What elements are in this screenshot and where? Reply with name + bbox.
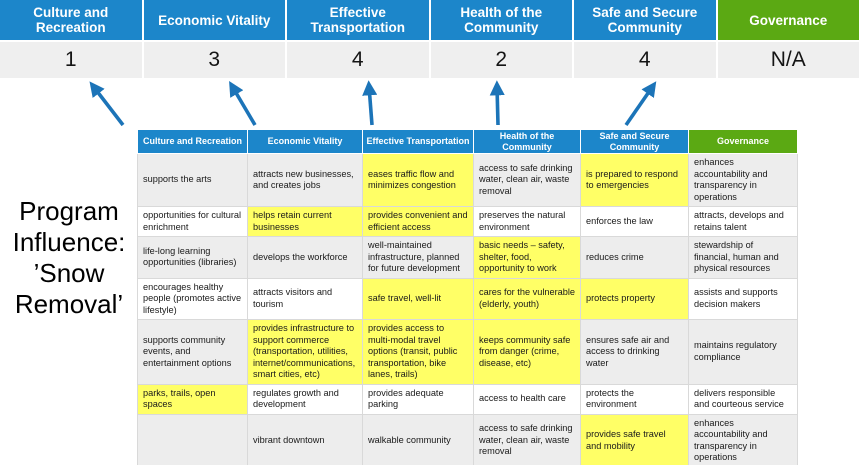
matrix-cell: supports the arts [137,153,248,207]
scorecard-score-economic-vitality: 3 [143,40,285,78]
scorecard-header-health-of-the-community: Health of the Community [430,0,572,40]
matrix-cell: access to health care [473,383,581,415]
matrix-cell: access to safe drinking water, clean air… [473,413,581,465]
matrix-cell: encourages healthy people (promotes acti… [137,277,248,320]
matrix-cell: attracts visitors and tourism [247,277,363,320]
matrix-cell: attracts, develops and retains talent [688,206,798,237]
caption-line-1: Program [19,196,119,226]
connector-arrows-group [0,76,859,132]
matrix-cell: life-long learning opportunities (librar… [137,236,248,279]
matrix-cell: develops the workforce [247,236,363,279]
matrix-cell: basic needs – safety, shelter, food, opp… [473,236,581,279]
scorecard-header-governance: Governance [717,0,859,40]
matrix-cell: protects the environment [580,383,689,415]
scorecard-score-governance: N/A [717,40,859,78]
program-influence-caption: Program Influence: ’Snow Removal’ [4,196,134,320]
caption-line-4: Removal’ [14,289,124,319]
matrix-cell: protects property [580,277,689,320]
matrix-cell: provides infrastructure to support comme… [247,319,363,385]
matrix-row: supports the arts attracts new businesses… [137,153,798,207]
matrix-cell: helps retain current businesses [247,206,363,237]
matrix-row: parks, trails, open spaces regulates grow… [137,383,798,415]
scorecard-score-culture-and-recreation: 1 [0,40,142,78]
arrow-economic-vitality [229,81,257,126]
matrix-header-effective-transportation: Effective Transportation [362,129,474,154]
scorecard-header-effective-transportation: Effective Transportation [287,0,429,40]
matrix-cell: preserves the natural environment [473,206,581,237]
matrix-cell: stewardship of financial, human and phys… [688,236,798,279]
arrow-effective-transportation [362,80,378,126]
arrow-safe-and-secure-community [624,81,657,127]
scorecard-column-culture-and-recreation: Culture and Recreation 1 [0,0,144,78]
matrix-cell: eases traffic flow and minimizes congest… [362,153,474,207]
matrix-cell: access to safe drinking water, clean air… [473,153,581,207]
matrix-cell: safe travel, well-lit [362,277,474,320]
matrix-cell: enforces the law [580,206,689,237]
matrix-cell: walkable community [362,413,474,465]
matrix-cell: vibrant downtown [247,413,363,465]
matrix-cell: parks, trails, open spaces [137,383,248,415]
matrix-cell: enhances accountability and transparency… [688,153,798,207]
matrix-cell: supports community events, and entertain… [137,319,248,385]
matrix-cell: is prepared to respond to emergencies [580,153,689,207]
matrix-row: encourages healthy people (promotes acti… [137,277,798,320]
matrix-cell: assists and supports decision makers [688,277,798,320]
matrix-cell: ensures safe air and access to drinking … [580,319,689,385]
matrix-cell [137,413,248,465]
matrix-cell: maintains regulatory compliance [688,319,798,385]
matrix-cell: attracts new businesses, and creates job… [247,153,363,207]
scorecard-score-health-of-the-community: 2 [430,40,572,78]
scorecard-column-safe-and-secure-community: Safe and Secure Community 4 [574,0,718,78]
matrix-header-culture-and-recreation: Culture and Recreation [137,129,248,154]
matrix-cell: opportunities for cultural enrichment [137,206,248,237]
matrix-header-row: Culture and Recreation Economic Vitality… [137,129,798,154]
matrix-cell: regulates growth and development [247,383,363,415]
scorecard-header-economic-vitality: Economic Vitality [143,0,285,40]
matrix-row: life-long learning opportunities (librar… [137,236,798,279]
scorecard-column-effective-transportation: Effective Transportation 4 [287,0,431,78]
scorecard-band: Culture and Recreation 1 Economic Vitali… [0,0,859,78]
scorecard-score-effective-transportation: 4 [287,40,429,78]
matrix-row: opportunities for cultural enrichment hel… [137,206,798,237]
program-influence-matrix: Culture and Recreation Economic Vitality… [137,129,798,465]
matrix-cell: keeps community safe from danger (crime,… [473,319,581,385]
matrix-cell: cares for the vulnerable (elderly, youth… [473,277,581,320]
scorecard-header-safe-and-secure-community: Safe and Secure Community [574,0,716,40]
arrow-health-of-the-community [489,80,505,126]
matrix-cell: reduces crime [580,236,689,279]
matrix-header-safe-and-secure-community: Safe and Secure Community [580,129,689,154]
scorecard-column-health-of-the-community: Health of the Community 2 [430,0,574,78]
matrix-cell: provides convenient and efficient access [362,206,474,237]
matrix-body: supports the arts attracts new businesses… [137,153,798,465]
matrix-header-economic-vitality: Economic Vitality [247,129,363,154]
matrix-cell: provides adequate parking [362,383,474,415]
scorecard-column-economic-vitality: Economic Vitality 3 [143,0,287,78]
caption-line-2: Influence: [12,227,126,257]
arrow-culture-and-recreation [89,81,125,127]
matrix-header-health-of-the-community: Health of the Community [473,129,581,154]
matrix-cell: well-maintained infrastructure, planned … [362,236,474,279]
scorecard-header-culture-and-recreation: Culture and Recreation [0,0,142,40]
matrix-row: vibrant downtown walkable community access… [137,413,798,465]
matrix-cell: provides access to multi-modal travel op… [362,319,474,385]
matrix-header-governance: Governance [688,129,798,154]
matrix-cell: delivers responsible and courteous servi… [688,383,798,415]
scorecard-column-governance: Governance N/A [717,0,859,78]
matrix-row: supports community events, and entertain… [137,319,798,385]
scorecard-score-safe-and-secure-community: 4 [574,40,716,78]
matrix-cell: enhances accountability and transparency… [688,413,798,465]
matrix-cell: provides safe travel and mobility [580,413,689,465]
caption-line-3: ’Snow [33,258,105,288]
